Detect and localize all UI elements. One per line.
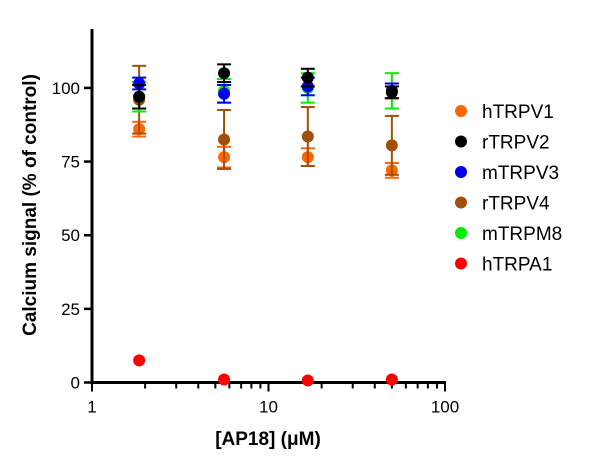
legend-marker <box>455 135 467 148</box>
data-point-hTRPA1 <box>218 373 231 386</box>
legend-label: mTRPV3 <box>482 163 559 184</box>
data-point-rTRPV2 <box>218 67 231 80</box>
data-point-rTRPV4 <box>385 139 398 152</box>
data-point-rTRPV4 <box>301 130 314 143</box>
data-point-rTRPV2 <box>133 90 146 103</box>
data-point-hTRPA1 <box>301 374 314 387</box>
data-point-hTRPA1 <box>385 373 398 386</box>
legend-label: rTRPV4 <box>482 194 550 215</box>
x-tick-label: 1 <box>87 398 96 417</box>
x-tick-label: 100 <box>431 398 459 417</box>
y-tick-label: 50 <box>61 226 80 245</box>
y-tick-label: 0 <box>71 374 80 393</box>
data-point-rTRPV2 <box>385 86 398 99</box>
x-axis-label: [AP18] (μM) <box>215 429 321 450</box>
legend-label: hTRPV1 <box>482 102 554 123</box>
legend-marker <box>455 105 467 117</box>
y-tick-label: 75 <box>61 153 80 172</box>
y-axis-label: Calcium signal (% of control) <box>20 74 41 336</box>
data-point-mTRPV3 <box>218 87 231 100</box>
legend-marker <box>455 196 467 209</box>
legend-label: hTRPA1 <box>482 255 552 276</box>
data-point-rTRPV4 <box>218 133 231 146</box>
x-tick-label: 10 <box>259 398 278 417</box>
legend-label: mTRPM8 <box>482 224 562 245</box>
legend-marker <box>455 166 467 178</box>
legend-label: rTRPV2 <box>482 133 550 154</box>
data-point-hTRPA1 <box>133 354 146 367</box>
y-tick-label: 100 <box>52 79 80 98</box>
y-tick-label: 25 <box>61 300 80 319</box>
legend-marker <box>455 257 467 270</box>
data-point-rTRPV2 <box>301 71 314 84</box>
legend-marker <box>455 227 467 239</box>
data-point-mTRPV3 <box>133 77 146 90</box>
